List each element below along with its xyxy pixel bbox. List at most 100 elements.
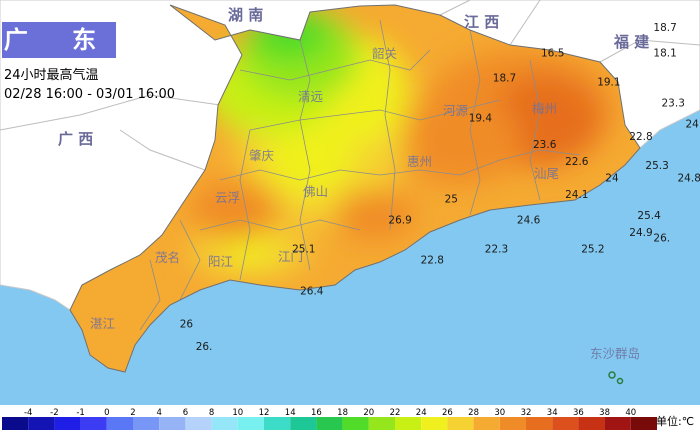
legend-swatch — [106, 417, 133, 430]
legend-tick: 12 — [259, 408, 270, 418]
legend-tick: 32 — [521, 408, 532, 418]
station-value: 24.9 — [629, 227, 652, 239]
valid-period: 02/28 16:00 - 03/01 16:00 — [4, 87, 176, 102]
city-label-dongsha: 东沙群岛 — [590, 346, 640, 361]
legend-tick: 14 — [285, 408, 296, 418]
station-value: 25.4 — [637, 210, 661, 222]
station-value: 18.1 — [653, 47, 676, 59]
legend-swatch — [80, 417, 107, 430]
legend-swatch — [211, 417, 238, 430]
station-value: 18.7 — [653, 22, 676, 34]
legend-swatch — [342, 417, 369, 430]
legend-unit: 单位:℃ — [656, 414, 694, 428]
legend-tick: 24 — [416, 408, 427, 418]
legend-swatch — [159, 417, 186, 430]
station-value: 22.8 — [421, 254, 444, 266]
station-value: 22.3 — [485, 244, 508, 256]
city-label-shanwei: 汕尾 — [534, 166, 559, 181]
city-label-maoming: 茂名 — [155, 250, 180, 265]
legend-tick: 10 — [232, 408, 243, 418]
legend-swatch — [421, 417, 448, 430]
product-title: 24小时最高气温 — [4, 68, 99, 83]
city-label-shaoguan: 韶关 — [372, 46, 397, 61]
legend-swatch — [552, 417, 579, 430]
legend-boxes — [2, 417, 657, 430]
legend-tick: 28 — [468, 408, 479, 418]
legend-tick: 8 — [209, 408, 214, 418]
legend-tick: 36 — [573, 408, 584, 418]
station-value: 18.7 — [493, 72, 516, 84]
station-value: 19.4 — [469, 112, 493, 124]
legend-tick: 22 — [390, 408, 401, 418]
station-value: 26. — [196, 341, 213, 353]
province-label-jiangxi: 江 西 — [464, 13, 499, 31]
legend-swatch — [316, 417, 343, 430]
legend-swatch — [630, 417, 657, 430]
city-label-yunfu: 云浮 — [215, 190, 240, 205]
city-label-yangjiang: 阳江 — [208, 254, 233, 269]
legend-swatch — [54, 417, 81, 430]
station-value: 25 — [445, 193, 458, 205]
legend-tick: 38 — [599, 408, 610, 418]
legend-swatch — [604, 417, 631, 430]
station-value: 26. — [653, 233, 670, 245]
legend-swatch — [578, 417, 605, 430]
station-value: 25.1 — [292, 244, 315, 256]
province-label-guangxi: 广 西 — [58, 130, 93, 148]
legend-tick: 18 — [337, 408, 348, 418]
city-label-qingyuan: 清远 — [298, 89, 324, 104]
legend-tick: 2 — [130, 408, 135, 418]
legend-swatch — [290, 417, 317, 430]
legend-tick: 26 — [442, 408, 453, 418]
station-value: 22.8 — [629, 131, 652, 143]
legend-swatch — [473, 417, 500, 430]
legend-tick: 4 — [156, 408, 161, 418]
city-borders — [139, 19, 581, 331]
station-value: 26.4 — [300, 285, 324, 297]
legend-tick: 0 — [104, 408, 109, 418]
station-value: 24.1 — [686, 118, 700, 130]
station-value: 25.3 — [645, 160, 668, 172]
station-value: 24.6 — [517, 214, 541, 226]
legend-swatch — [264, 417, 291, 430]
city-label-heyuan: 河源 — [443, 103, 469, 118]
city-label-zhaoqing: 肇庆 — [249, 148, 275, 163]
province-label-hunan: 湖 南 — [228, 6, 263, 24]
station-value: 24.1 — [565, 189, 588, 201]
dongsha-island-2 — [616, 377, 624, 385]
legend-swatch — [447, 417, 474, 430]
station-value: 23.3 — [662, 97, 685, 109]
legend-tick: 16 — [311, 408, 322, 418]
legend-swatch — [185, 417, 212, 430]
station-value: 23.6 — [533, 139, 557, 151]
legend-swatch — [2, 417, 29, 430]
station-values: 18.719.223.916.518.122.820.618.719.123.8… — [180, 22, 700, 353]
legend-tick: 40 — [625, 408, 636, 418]
station-value: 16.5 — [541, 47, 564, 59]
station-value: 22.6 — [565, 156, 589, 168]
city-label-zhanjiang: 湛江 — [90, 316, 115, 331]
guangdong-border — [69, 4, 641, 373]
legend-tick: -1 — [76, 408, 84, 418]
dongsha-island — [608, 371, 616, 379]
station-value: 25.2 — [581, 244, 604, 256]
station-value: 26 — [180, 319, 194, 331]
legend-swatch — [395, 417, 422, 430]
legend-swatch — [237, 417, 264, 430]
neighbor-labels: 湖 南 江 西福 建广 西 — [58, 6, 650, 148]
station-value: 24.8 — [678, 173, 700, 185]
station-value: 24 — [605, 173, 619, 185]
legend-tick: 30 — [494, 408, 505, 418]
city-label-jiangmen: 江门 — [278, 249, 303, 264]
province-label-fujian: 福 建 — [613, 33, 650, 51]
station-value: 26.9 — [388, 214, 411, 226]
city-label-foshan: 佛山 — [303, 184, 328, 199]
legend-ticks: -4 -2 -1 0 2 4 6 8 10 12 14 16 18 20 22 24 26 28 30 32 34 36 3… — [24, 408, 636, 418]
legend-swatch — [368, 417, 395, 430]
legend-tick: -2 — [50, 408, 58, 418]
color-legend: -4 -2 -1 0 2 4 6 8 10 12 14 16 18 20 22 24 26 28 30 32 34 36 3… — [0, 405, 700, 430]
region-badge: 广 东 — [2, 22, 116, 58]
city-label-huizhou: 惠州 — [407, 154, 432, 169]
